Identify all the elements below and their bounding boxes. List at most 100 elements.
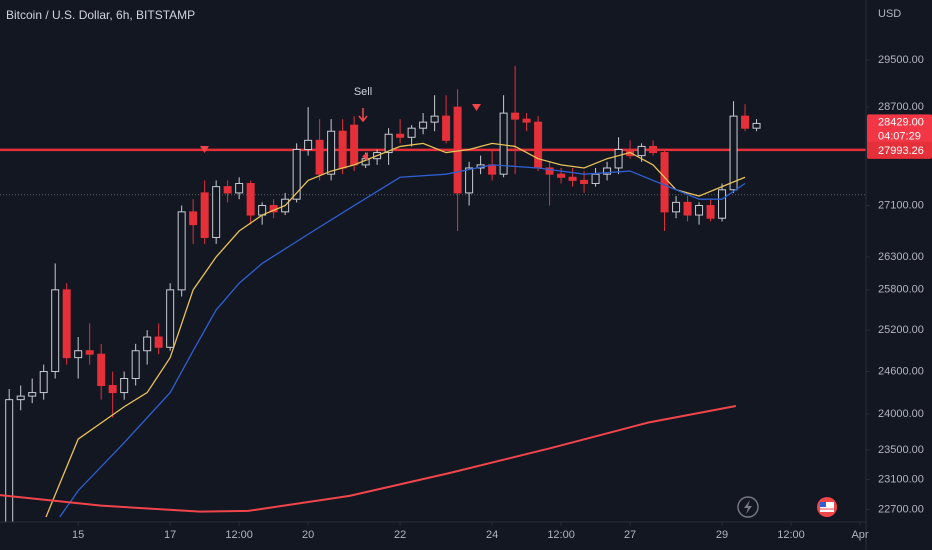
candle-body xyxy=(51,289,60,373)
candle-body xyxy=(603,167,612,175)
candle-body xyxy=(488,164,497,175)
candle-body xyxy=(200,192,209,238)
candle-body xyxy=(741,115,750,129)
candle-body xyxy=(5,399,14,522)
candle-body xyxy=(212,186,221,238)
y-tick-label: 23500.00 xyxy=(878,444,924,456)
candle-body xyxy=(120,378,129,394)
countdown-label: 04:07:29 xyxy=(878,130,921,142)
candle-body xyxy=(292,148,301,200)
candle-body xyxy=(534,121,543,169)
candle-body xyxy=(235,183,244,194)
candle-body xyxy=(407,127,416,138)
moving-average xyxy=(59,164,746,518)
signal-marker xyxy=(362,152,368,161)
x-tick-label: 20 xyxy=(302,529,314,541)
candle-body xyxy=(591,173,600,185)
candle-body xyxy=(315,139,324,175)
candle-body xyxy=(637,145,646,157)
candle-body xyxy=(131,350,140,380)
chart-title: Bitcoin / U.S. Dollar, 6h, BITSTAMP xyxy=(6,8,195,22)
candle-body xyxy=(706,205,715,219)
plot-area xyxy=(0,65,866,522)
x-tick-label: 15 xyxy=(72,529,84,541)
candle-body xyxy=(166,289,175,348)
candle-body xyxy=(465,167,474,194)
flag-icon[interactable] xyxy=(817,497,837,517)
x-tick-label: 22 xyxy=(394,529,406,541)
candle-body xyxy=(580,179,589,185)
last-price-label: 28429.00 xyxy=(878,116,924,128)
signal-marker xyxy=(472,104,481,111)
signal-marker xyxy=(200,146,209,153)
y-tick-label: 24600.00 xyxy=(878,365,924,377)
candle-body xyxy=(246,183,255,216)
y-tick-label: 29500.00 xyxy=(878,54,924,66)
candle-body xyxy=(660,152,669,213)
candle-body xyxy=(85,350,94,355)
candle-body xyxy=(338,130,347,169)
candle-body xyxy=(396,133,405,138)
y-tick-label: 22700.00 xyxy=(878,503,924,515)
moving-average xyxy=(0,405,737,513)
x-tick-label: 27 xyxy=(624,529,636,541)
candle-body xyxy=(568,176,577,181)
candle-body xyxy=(384,133,393,154)
candle-body xyxy=(522,118,531,123)
candle-body xyxy=(683,201,692,216)
candle-body xyxy=(649,145,658,154)
hline-price-label: 27993.26 xyxy=(878,145,924,157)
candle-body xyxy=(177,211,186,291)
candle-body xyxy=(154,336,163,348)
candle-body xyxy=(108,385,117,394)
candle-body xyxy=(752,122,761,129)
y-tick-label: 23100.00 xyxy=(878,473,924,485)
candle-body xyxy=(718,189,727,219)
moving-average xyxy=(45,142,746,518)
candle-body xyxy=(499,112,508,175)
candle-body xyxy=(430,115,439,123)
candle-body xyxy=(304,139,313,150)
candle-body xyxy=(442,115,451,141)
x-tick-label: 17 xyxy=(164,529,176,541)
candle-body xyxy=(97,353,106,387)
y-tick-label: 24000.00 xyxy=(878,408,924,420)
x-tick-label: Apr xyxy=(851,529,868,541)
x-tick-label: 12:00 xyxy=(777,529,805,541)
x-tick-label: 12:00 xyxy=(225,529,253,541)
candle-body xyxy=(511,112,520,120)
candle-body xyxy=(16,395,25,401)
candle-body xyxy=(74,350,83,359)
candle-body xyxy=(729,115,738,191)
candle-body xyxy=(695,205,704,216)
candle-body xyxy=(672,201,681,213)
candle-body xyxy=(614,148,623,169)
candle-body xyxy=(223,186,232,194)
candle-body xyxy=(143,336,152,352)
last-price-box xyxy=(867,114,932,145)
candle-body xyxy=(28,392,37,397)
y-tick-label: 26300.00 xyxy=(878,251,924,263)
candle-body xyxy=(350,124,359,166)
y-tick-label: 27100.00 xyxy=(878,199,924,211)
candle-body xyxy=(545,167,554,175)
y-tick-label: 28700.00 xyxy=(878,101,924,113)
candle-body xyxy=(419,121,428,129)
hline-price-box xyxy=(867,141,932,159)
x-tick-label: 29 xyxy=(716,529,728,541)
candle-body xyxy=(189,211,198,226)
y-tick-label: 25200.00 xyxy=(878,324,924,336)
candle-body xyxy=(39,371,48,394)
alert-icon[interactable] xyxy=(737,496,759,518)
x-tick-label: 24 xyxy=(486,529,498,541)
x-tick-label: 12:00 xyxy=(547,529,575,541)
signal-arrow xyxy=(358,108,368,123)
candle-body xyxy=(327,130,336,175)
candle-body xyxy=(453,106,462,194)
candle-body xyxy=(557,173,566,178)
axis-unit: USD xyxy=(878,8,901,20)
y-tick-label: 25800.00 xyxy=(878,284,924,296)
candle-body xyxy=(62,289,71,359)
